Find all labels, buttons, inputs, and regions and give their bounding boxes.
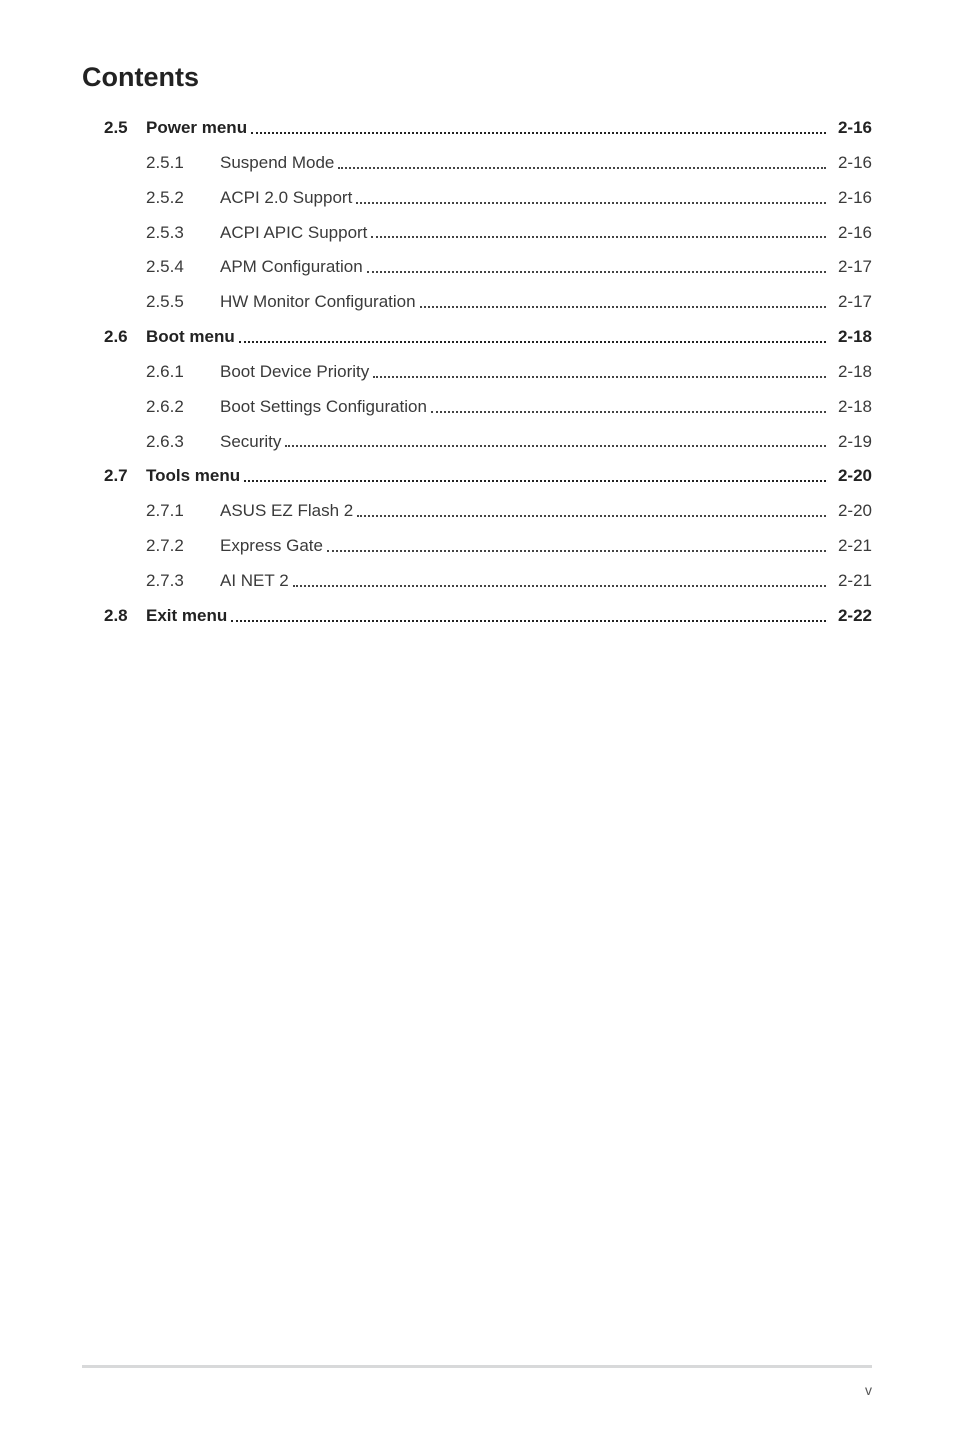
toc-subsection-row: 2.5.3ACPI APIC Support 2-16 [82,216,872,251]
toc-entry-label: Express Gate [220,529,323,564]
table-of-contents: 2.5Power menu2-162.5.1Suspend Mode2-162.… [82,111,872,634]
toc-entry-label: Power menu [146,111,247,146]
toc-subsection-row: 2.5.1Suspend Mode 2-16 [82,146,872,181]
toc-subsection-number: 2.5.1 [146,146,220,181]
toc-entry-label: Security [220,425,281,460]
toc-leader-dots [371,236,826,238]
toc-leader-dots [251,132,826,134]
toc-subsection-number: 2.6.3 [146,425,220,460]
toc-subsection-row: 2.6.3Security 2-19 [82,425,872,460]
toc-leader-dots [244,480,826,482]
toc-entry-label: APM Configuration [220,250,363,285]
toc-leader-dots [431,411,826,413]
toc-subsection-number: 2.7.3 [146,564,220,599]
toc-page-ref: 2-16 [830,146,872,181]
toc-page-ref: 2-16 [830,216,872,251]
toc-page-ref: 2-19 [830,425,872,460]
toc-page-ref: 2-17 [830,250,872,285]
toc-subsection-number: 2.7.2 [146,529,220,564]
toc-page-ref: 2-20 [830,459,872,494]
toc-subsection-row: 2.7.3AI NET 2 2-21 [82,564,872,599]
toc-subsection-number: 2.5.4 [146,250,220,285]
toc-leader-dots [373,376,826,378]
toc-subsection-row: 2.7.2Express Gate 2-21 [82,529,872,564]
toc-leader-dots [285,445,826,447]
toc-page-ref: 2-22 [830,599,872,634]
toc-entry-label: Boot menu [146,320,235,355]
toc-subsection-number: 2.5.2 [146,181,220,216]
toc-section-row: 2.7Tools menu 2-20 [82,459,872,494]
toc-leader-dots [367,271,826,273]
toc-page-ref: 2-16 [830,181,872,216]
footer-rule [82,1365,872,1368]
toc-subsection-number: 2.5.3 [146,216,220,251]
toc-section-row: 2.8Exit menu 2-22 [82,599,872,634]
toc-section-row: 2.6Boot menu 2-18 [82,320,872,355]
toc-subsection-row: 2.6.1Boot Device Priority 2-18 [82,355,872,390]
footer-page-number: v [865,1382,872,1398]
toc-entry-label: Boot Settings Configuration [220,390,427,425]
toc-section-number: 2.6 [82,320,146,355]
toc-subsection-row: 2.7.1ASUS EZ Flash 2 2-20 [82,494,872,529]
toc-subsection-row: 2.5.5HW Monitor Configuration 2-17 [82,285,872,320]
toc-leader-dots [420,306,826,308]
toc-entry-label: Boot Device Priority [220,355,369,390]
toc-entry-label: AI NET 2 [220,564,289,599]
toc-page-ref: 2-21 [830,564,872,599]
toc-leader-dots [293,585,826,587]
toc-entry-label: Exit menu [146,599,227,634]
page-title: Contents [82,62,872,93]
toc-leader-dots [327,550,826,552]
toc-page-ref: 2-18 [830,355,872,390]
toc-leader-dots [357,515,826,517]
toc-subsection-row: 2.5.4APM Configuration 2-17 [82,250,872,285]
toc-subsection-number: 2.6.2 [146,390,220,425]
toc-page-ref: 2-16 [830,111,872,146]
toc-subsection-number: 2.5.5 [146,285,220,320]
toc-entry-label: Tools menu [146,459,240,494]
toc-section-number: 2.8 [82,599,146,634]
toc-entry-label: ASUS EZ Flash 2 [220,494,353,529]
toc-page-ref: 2-21 [830,529,872,564]
toc-entry-label: ACPI APIC Support [220,216,367,251]
toc-subsection-number: 2.6.1 [146,355,220,390]
toc-subsection-row: 2.6.2Boot Settings Configuration 2-18 [82,390,872,425]
toc-leader-dots [338,167,826,169]
toc-subsection-row: 2.5.2ACPI 2.0 Support 2-16 [82,181,872,216]
toc-page-ref: 2-18 [830,390,872,425]
toc-leader-dots [231,620,826,622]
toc-entry-label: Suspend Mode [220,146,334,181]
toc-section-number: 2.5 [82,111,146,146]
toc-subsection-number: 2.7.1 [146,494,220,529]
toc-page-ref: 2-18 [830,320,872,355]
toc-leader-dots [239,341,826,343]
toc-page-ref: 2-17 [830,285,872,320]
toc-section-row: 2.5Power menu 2-16 [82,111,872,146]
toc-leader-dots [356,202,826,204]
toc-entry-label: ACPI 2.0 Support [220,181,352,216]
page-wrapper: Contents 2.5Power menu2-162.5.1Suspend M… [0,0,954,1438]
toc-section-number: 2.7 [82,459,146,494]
toc-page-ref: 2-20 [830,494,872,529]
toc-entry-label: HW Monitor Configuration [220,285,416,320]
